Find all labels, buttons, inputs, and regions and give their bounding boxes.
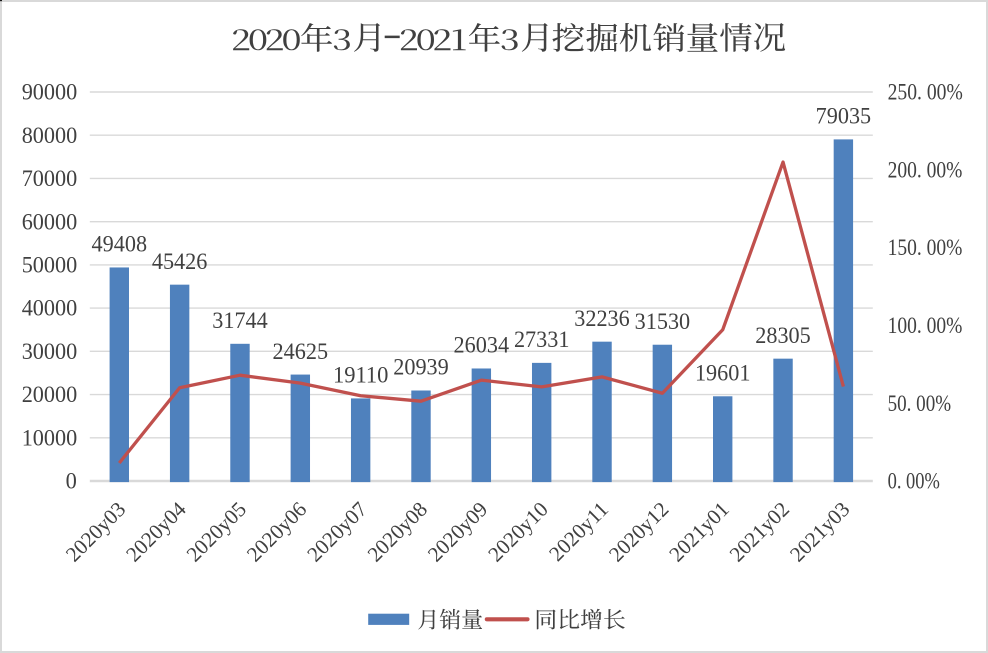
svg-text:150. 00%: 150. 00% xyxy=(888,235,963,260)
svg-text:31744: 31744 xyxy=(212,308,268,333)
svg-text:20000: 20000 xyxy=(22,382,78,407)
svg-text:250. 00%: 250. 00% xyxy=(888,80,963,105)
svg-text:26034: 26034 xyxy=(454,333,510,358)
svg-text:10000: 10000 xyxy=(22,425,78,450)
svg-text:100. 00%: 100. 00% xyxy=(888,313,963,338)
svg-text:80000: 80000 xyxy=(22,123,78,148)
svg-text:70000: 70000 xyxy=(22,166,78,191)
svg-text:0: 0 xyxy=(66,469,77,494)
svg-text:20939: 20939 xyxy=(393,355,449,380)
svg-text:200. 00%: 200. 00% xyxy=(888,157,963,182)
svg-text:60000: 60000 xyxy=(22,209,78,234)
svg-text:32236: 32236 xyxy=(574,306,630,331)
svg-text:49408: 49408 xyxy=(92,232,148,257)
svg-text:31530: 31530 xyxy=(635,309,691,334)
svg-text:19110: 19110 xyxy=(333,363,389,388)
svg-text:50000: 50000 xyxy=(22,253,78,278)
svg-text:90000: 90000 xyxy=(22,80,78,105)
svg-text:30000: 30000 xyxy=(22,339,78,364)
svg-text:19601: 19601 xyxy=(695,361,751,386)
svg-text:27331: 27331 xyxy=(514,327,570,352)
svg-text:40000: 40000 xyxy=(22,296,78,321)
svg-text:0. 00%: 0. 00% xyxy=(888,469,940,494)
svg-text:28305: 28305 xyxy=(755,323,811,348)
svg-text:24625: 24625 xyxy=(273,339,329,364)
svg-text:79035: 79035 xyxy=(816,104,872,129)
svg-text:45426: 45426 xyxy=(152,249,208,274)
svg-text:50. 00%: 50. 00% xyxy=(888,391,952,416)
